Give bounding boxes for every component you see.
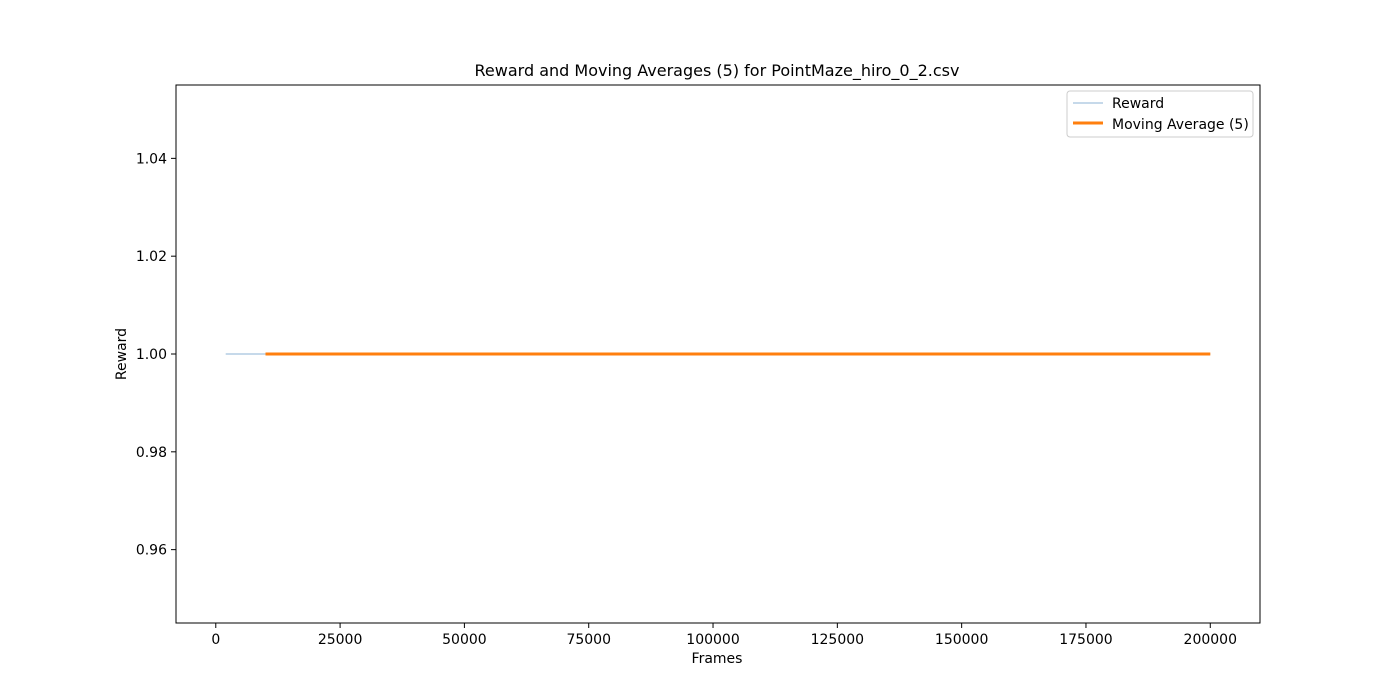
x-axis-label: Frames: [692, 651, 743, 667]
x-tick-label: 100000: [686, 632, 739, 648]
y-axis-ticks: 0.96 0.98 1.00 1.02 1.04: [136, 151, 176, 559]
y-axis-label: Reward: [114, 328, 130, 380]
x-axis-ticks: 0 25000 50000 75000 100000 125000 150000 175000…: [211, 623, 1237, 648]
legend-box: [1066, 90, 1254, 138]
x-tick-label: 50000: [442, 632, 487, 648]
x-tick-label: 75000: [566, 632, 611, 648]
x-tick-label: 0: [211, 632, 220, 648]
y-tick-label: 1.04: [136, 151, 167, 167]
y-tick-label: 0.98: [136, 445, 167, 461]
y-tick-label: 0.96: [136, 543, 167, 559]
x-tick-label: 200000: [1184, 632, 1237, 648]
y-tick-label: 1.00: [136, 347, 167, 363]
x-tick-label: 150000: [935, 632, 988, 648]
chart-title: Reward and Moving Averages (5) for Point…: [475, 61, 960, 81]
legend-label-moving-average: Moving Average (5): [1112, 117, 1249, 133]
legend: Reward Moving Average (5): [1066, 90, 1254, 138]
x-tick-label: 25000: [318, 632, 363, 648]
plot-area-frame: [175, 84, 1261, 624]
legend-label-reward: Reward: [1112, 96, 1164, 112]
y-tick-label: 1.02: [136, 249, 167, 265]
x-tick-label: 125000: [811, 632, 864, 648]
x-tick-label: 175000: [1059, 632, 1112, 648]
